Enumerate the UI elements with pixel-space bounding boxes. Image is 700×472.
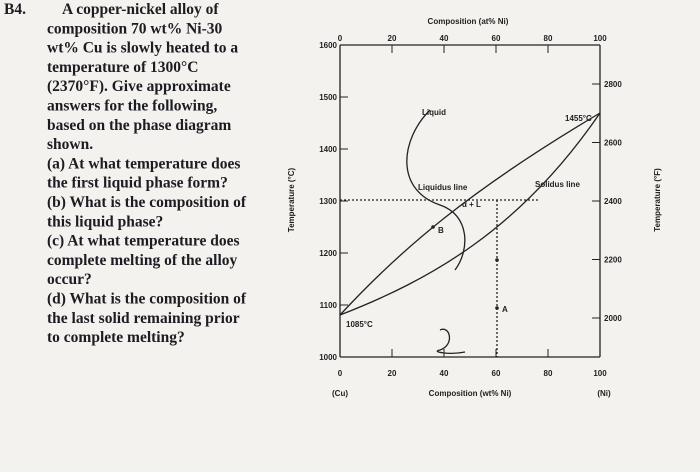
x-tick-label: 80 (544, 369, 553, 378)
problem-line: to complete melting? (47, 329, 185, 346)
axis-title: Composition (wt% Ni) (429, 389, 512, 398)
solidus-curve (339, 112, 601, 316)
point (495, 306, 499, 310)
x-tick-label: 0 (338, 369, 343, 378)
problem-line: occur? (47, 271, 92, 288)
diagram-label: Liquidus line (418, 183, 468, 192)
top-tick-label: 60 (492, 34, 501, 43)
problem-line: (2370°F). Give approximate (47, 78, 231, 95)
problem-line: this liquid phase? (47, 213, 163, 230)
axis-title: Composition (at% Ni) (428, 17, 509, 26)
handwriting (406, 109, 466, 271)
problem-line: complete melting of the alloy (47, 252, 238, 269)
problem-line: A copper-nickel alloy of (62, 1, 219, 18)
problem-line: shown. (47, 136, 93, 153)
axis-title: Temperature (°F) (653, 168, 662, 232)
problem-line: temperature of 1300°C (47, 59, 198, 76)
y-tick-label: 1500 (319, 93, 337, 102)
y2-tick-label: 2800 (604, 80, 622, 89)
x-tick-label: 40 (440, 369, 449, 378)
problem-line: wt% Cu is slowly heated to a (47, 40, 238, 57)
point (431, 225, 435, 229)
diagram-label: 1455°C (565, 114, 592, 123)
x-tick-label: 60 (492, 369, 501, 378)
y2-tick-label: 2200 (604, 256, 622, 265)
problem-line: (b) What is the composition of (47, 194, 247, 211)
handwriting (436, 328, 466, 354)
y-tick-label: 1300 (319, 197, 337, 206)
diagram-label: A (502, 305, 508, 314)
problem-line: based on the phase diagram (47, 117, 231, 134)
y-tick-label: 1600 (319, 41, 337, 50)
y-tick-label: 1400 (319, 145, 337, 154)
diagram-label: Liquid (422, 108, 446, 117)
end-label: (Cu) (332, 389, 348, 398)
point (495, 258, 499, 262)
problem-line: (a) At what temperature does (47, 155, 240, 172)
diagram-label: α + L (462, 200, 481, 209)
top-tick-label: 40 (440, 34, 449, 43)
top-tick-label: 100 (593, 34, 607, 43)
x-tick-label: 100 (593, 369, 607, 378)
diagram-label: Solidus line (535, 180, 580, 189)
end-label: (Ni) (597, 389, 611, 398)
problem-line: (d) What is the composition of (47, 291, 247, 308)
y2-tick-label: 2600 (604, 139, 622, 148)
x-tick-label: 20 (388, 369, 397, 378)
problem-label: B4. (4, 1, 26, 18)
axis-title: Temperature (°C) (287, 167, 296, 232)
top-tick-label: 0 (338, 34, 343, 43)
y-tick-label: 1000 (319, 353, 337, 362)
problem-line: composition 70 wt% Ni-30 (47, 20, 222, 37)
diagram-label: 1085°C (346, 320, 373, 329)
y-tick-label: 1100 (320, 301, 338, 310)
problem-line: the last solid remaining prior (47, 310, 240, 327)
y2-tick-label: 2000 (604, 314, 622, 323)
y-tick-label: 1200 (319, 249, 337, 258)
top-tick-label: 20 (388, 34, 397, 43)
diagram-label: B (438, 226, 444, 235)
liquidus-curve (339, 112, 601, 316)
problem-line: answers for the following, (47, 98, 217, 115)
problem-line: the first liquid phase form? (47, 175, 228, 192)
problem-line: (c) At what temperature does (47, 233, 240, 250)
top-tick-label: 80 (544, 34, 553, 43)
y2-tick-label: 2400 (604, 197, 622, 206)
